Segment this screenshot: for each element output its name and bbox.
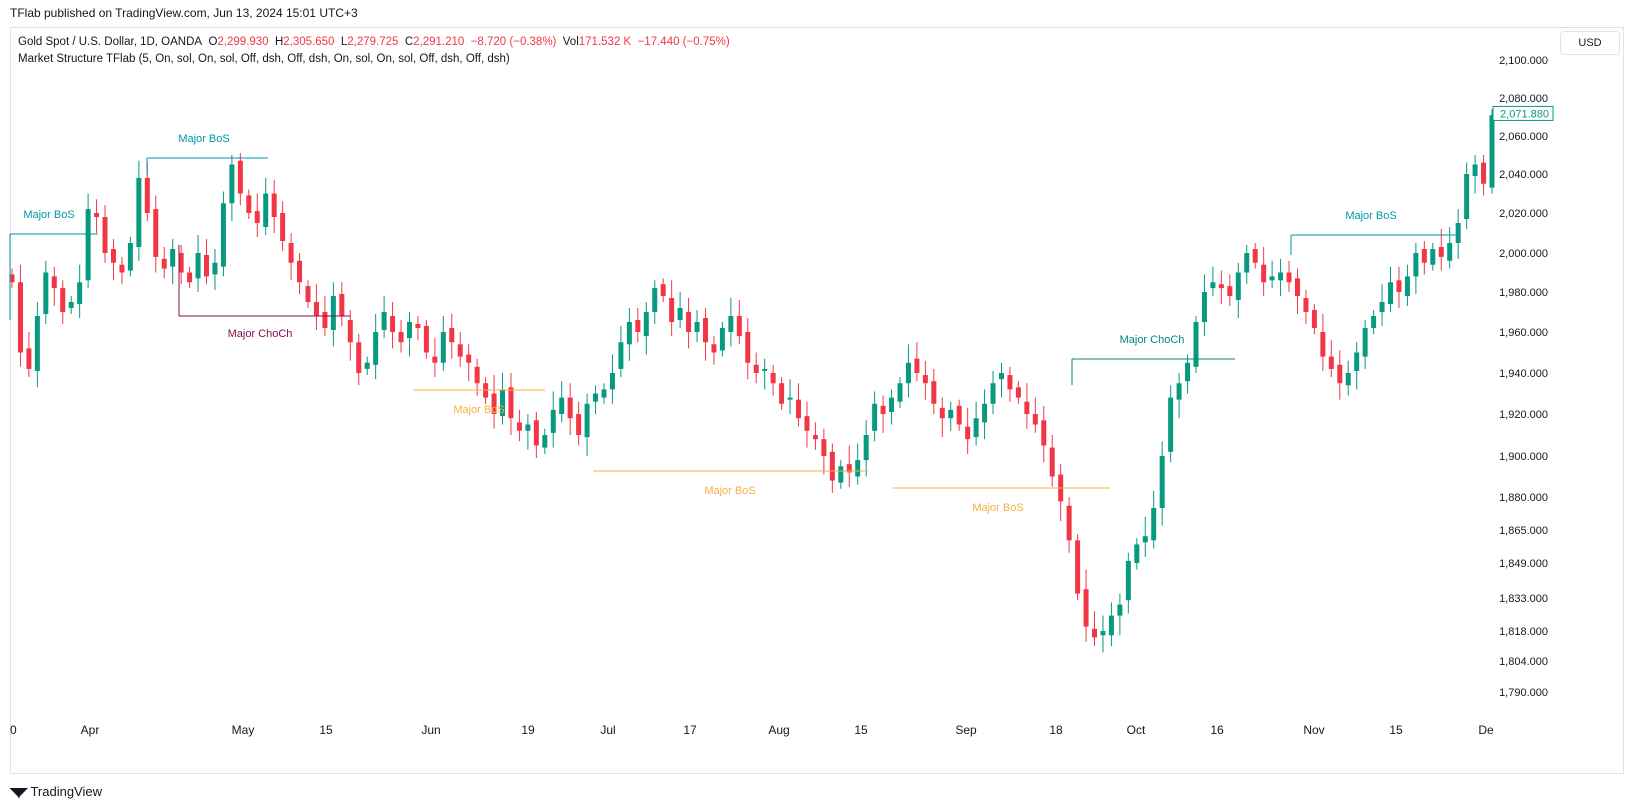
publish-info: TFlab published on TradingView.com, Jun … [10, 6, 358, 20]
footer-brand[interactable]: TradingView [30, 784, 103, 799]
volume-label: Vol [562, 36, 579, 48]
tradingview-logo-icon[interactable]: ◥◤ [10, 784, 27, 799]
symbol-name[interactable]: Gold Spot / U.S. Dollar, 1D, OANDA [18, 36, 203, 48]
low-value: 2,279.725 [347, 36, 399, 48]
chart-frame[interactable] [10, 27, 1624, 774]
close-label: C [404, 36, 414, 48]
low-label: L [340, 36, 348, 48]
indicator-name[interactable]: Market Structure TFlab (5, On, sol, On, … [18, 53, 510, 65]
high-value: 2,305.650 [283, 36, 335, 48]
close-value: 2,291.210 [413, 36, 465, 48]
volume-change: −17.440 (−0.75%) [637, 36, 730, 48]
high-label: H [274, 36, 284, 48]
open-label: O [208, 36, 218, 48]
chart-legend: Gold Spot / U.S. Dollar, 1D, OANDA O2,29… [18, 34, 730, 68]
volume-value: 171.532 K [578, 36, 632, 48]
currency-button[interactable]: USD [1560, 31, 1620, 55]
symbol-row: Gold Spot / U.S. Dollar, 1D, OANDA O2,29… [18, 34, 730, 51]
open-value: 2,299.930 [217, 36, 269, 48]
footer: ◥◤ TradingView [10, 784, 102, 799]
change-value: −8.720 (−0.38%) [470, 36, 557, 48]
